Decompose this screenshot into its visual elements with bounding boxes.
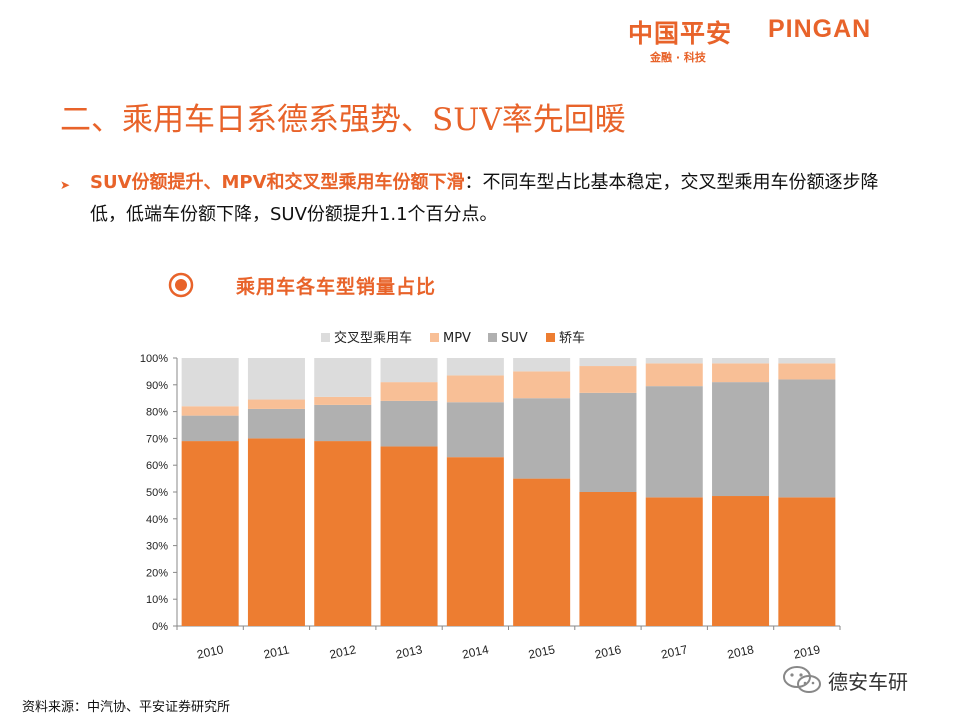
watermark-text: 德安车研 (828, 670, 908, 694)
x-tick-label: 2010 (196, 642, 225, 661)
bar-segment (380, 382, 438, 401)
bar-segment (247, 399, 305, 409)
y-tick-label: 70% (146, 433, 168, 445)
x-tick-label: 2015 (527, 642, 556, 661)
bar-segment (314, 441, 372, 626)
bar-segment (181, 415, 239, 442)
y-tick-label: 90% (146, 380, 168, 392)
bar-segment (712, 363, 770, 383)
y-tick-label: 0% (152, 621, 168, 633)
y-tick-label: 40% (146, 514, 168, 526)
bullet-text: ：不同车型占比基本稳定，交叉型乘用车份额逐步降低，低端车份额下降，SUV份额提升… (90, 172, 879, 225)
y-tick-label: 80% (146, 407, 168, 419)
bar-segment (513, 358, 571, 372)
bar-segment (645, 386, 703, 498)
bar-segment (778, 358, 836, 364)
slide-title: 二、乘用车日系德系强势、SUV率先回暖 (60, 102, 626, 138)
bar-segment (247, 358, 305, 400)
x-tick-label: 2018 (726, 642, 755, 661)
y-tick-label: 10% (146, 594, 168, 606)
x-tick-label: 2017 (660, 642, 689, 661)
bullet-highlight: SUV份额提升、MPV和交叉型乘用车份额下滑 (90, 172, 465, 193)
section-title: 乘用车各车型销量占比 (236, 276, 437, 298)
bar-segment (513, 398, 571, 479)
x-tick-label: 2016 (593, 642, 622, 661)
bar-segment (645, 363, 703, 387)
bar-segment (778, 379, 836, 498)
bar-segment (579, 492, 637, 626)
legend-swatch (546, 333, 555, 342)
bar-segment (380, 446, 438, 626)
x-tick-label: 2012 (328, 642, 357, 661)
bar-segment (446, 402, 504, 458)
y-tick-label: 20% (146, 567, 168, 579)
source-note: 资料来源：中汽协、平安证券研究所 (22, 700, 231, 715)
bar-segment (645, 358, 703, 364)
bar-segment (314, 404, 372, 442)
bar-segment (314, 396, 372, 405)
bar-segment (380, 358, 438, 383)
bar-segment (446, 358, 504, 376)
bar-segment (513, 478, 571, 626)
bar-segment (645, 497, 703, 626)
legend-label: MPV (443, 331, 471, 346)
bar-segment (181, 441, 239, 626)
stacked-bar-chart: 0% 10% 20% 30% 40% 50% 60% 70% 80% 90% 100% 2010 201… (140, 330, 841, 662)
bar-segment (314, 358, 372, 397)
bar-segment (579, 366, 637, 393)
bar-segment (247, 438, 305, 626)
bar-segment (778, 497, 836, 626)
legend-label: 交叉型乘用车 (334, 330, 412, 346)
bar-segment (712, 496, 770, 626)
target-icon (168, 272, 194, 298)
x-tick-label: 2014 (461, 642, 490, 661)
bar-segment (778, 363, 836, 380)
bar-segment (446, 375, 504, 403)
x-tick-label: 2011 (262, 642, 290, 661)
bar-segment (181, 358, 239, 407)
bullet-paragraph: SUV份额提升、MPV和交叉型乘用车份额下滑：不同车型占比基本稳定，交叉型乘用车… (90, 167, 910, 231)
logo-tagline: 金融 · 科技 (650, 51, 706, 64)
bar-segment (712, 382, 770, 497)
x-tick-label: 2019 (792, 642, 821, 661)
y-tick-label: 60% (146, 460, 168, 472)
y-tick-label: 50% (146, 487, 168, 499)
legend-label: 轿车 (559, 330, 585, 346)
pingan-logo: 中国平安 PINGAN 金融 · 科技 (628, 14, 908, 64)
legend-swatch (321, 333, 330, 342)
legend-swatch (488, 333, 497, 342)
y-tick-label: 100% (140, 353, 168, 365)
legend-label: SUV (501, 331, 528, 346)
logo-english: PINGAN (768, 15, 872, 43)
bar-segment (513, 371, 571, 399)
x-tick-label: 2013 (395, 642, 424, 661)
bar-segment (247, 408, 305, 439)
legend-swatch (430, 333, 439, 342)
y-tick-label: 30% (146, 541, 168, 553)
bar-segment (712, 358, 770, 364)
bar-segment (181, 406, 239, 416)
bar-segment (446, 457, 504, 626)
bar-segment (380, 400, 438, 447)
bar-segment (579, 392, 637, 492)
wechat-icon (783, 666, 821, 693)
logo-chinese: 中国平安 (628, 19, 733, 48)
bullet-arrow-icon: ➤ (60, 178, 71, 192)
bar-segment (579, 358, 637, 367)
